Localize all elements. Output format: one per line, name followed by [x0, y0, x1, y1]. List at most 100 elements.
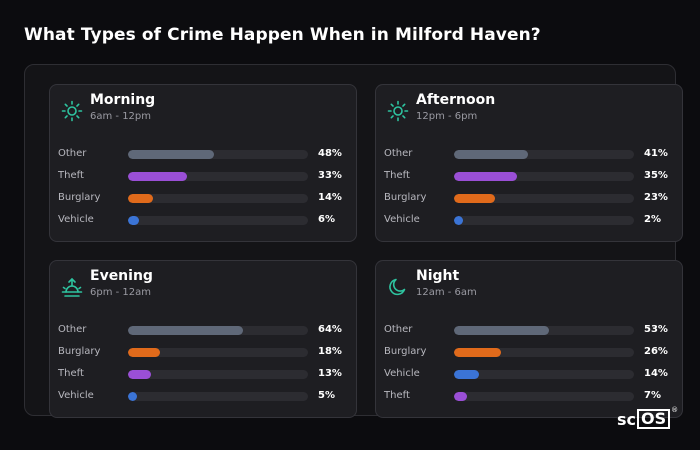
bar-fill [454, 216, 463, 225]
bar-label: Vehicle [384, 368, 420, 379]
bar-label: Vehicle [58, 390, 94, 401]
bar-track [454, 172, 634, 181]
bar-track [128, 348, 308, 357]
logo-text: sc [617, 409, 637, 429]
card-title: Afternoon [416, 92, 496, 108]
bar-label: Theft [58, 170, 84, 181]
bar-row: Theft 35% [384, 169, 674, 183]
bar-percent: 5% [318, 390, 335, 401]
bar-fill [128, 348, 161, 357]
bar-fill [128, 370, 152, 379]
bar-percent: 33% [318, 170, 342, 181]
bar-fill [454, 150, 528, 159]
bar-row: Burglary 26% [384, 345, 674, 359]
bar-row: Other 53% [384, 323, 674, 337]
bar-percent: 23% [644, 192, 668, 203]
bar-row: Burglary 14% [58, 191, 348, 205]
bar-track [128, 150, 308, 159]
bar-track [454, 150, 634, 159]
card-subtitle: 12am - 6am [416, 287, 477, 298]
bar-row: Vehicle 6% [58, 213, 348, 227]
bar-fill [128, 194, 154, 203]
bar-track [454, 392, 634, 401]
bar-track [128, 392, 308, 401]
bar-fill [454, 348, 501, 357]
bar-row: Vehicle 2% [384, 213, 674, 227]
bar-fill [454, 326, 550, 335]
bar-label: Other [384, 148, 413, 159]
bar-track [128, 326, 308, 335]
bar-row: Other 64% [58, 323, 348, 337]
bar-track [454, 370, 634, 379]
card-evening: Evening 6pm - 12am Other 64% Burglary 18… [49, 260, 357, 418]
logo-box-text: OS [637, 409, 671, 429]
sunset-icon [61, 277, 83, 297]
bar-row: Burglary 23% [384, 191, 674, 205]
card-title: Morning [90, 92, 156, 108]
bar-row: Vehicle 5% [58, 389, 348, 403]
bar-track [454, 348, 634, 357]
bar-track [454, 194, 634, 203]
bar-fill [128, 326, 244, 335]
bar-percent: 14% [318, 192, 342, 203]
bar-percent: 64% [318, 324, 342, 335]
bar-fill [454, 370, 480, 379]
bar-fill [128, 216, 139, 225]
bar-label: Vehicle [58, 214, 94, 225]
card-subtitle: 6pm - 12am [90, 287, 152, 298]
card-afternoon: Afternoon 12pm - 6pm Other 41% Theft 35%… [375, 84, 683, 242]
card-morning: Morning 6am - 12pm Other 48% Theft 33% B… [49, 84, 357, 242]
bar-row: Theft 7% [384, 389, 674, 403]
bar-fill [128, 392, 137, 401]
registered-mark: ® [671, 406, 679, 414]
bar-track [128, 216, 308, 225]
bar-percent: 48% [318, 148, 342, 159]
card-night: Night 12am - 6am Other 53% Burglary 26% … [375, 260, 683, 418]
bar-label: Theft [384, 390, 410, 401]
bar-label: Theft [58, 368, 84, 379]
bar-row: Other 41% [384, 147, 674, 161]
bar-row: Theft 13% [58, 367, 348, 381]
bar-row: Other 48% [58, 147, 348, 161]
bar-label: Burglary [384, 346, 427, 357]
bar-label: Burglary [384, 192, 427, 203]
sun-icon [61, 100, 83, 122]
bar-label: Burglary [58, 192, 101, 203]
bar-label: Other [58, 148, 87, 159]
bar-fill [454, 194, 496, 203]
bar-fill [454, 172, 517, 181]
bar-fill [454, 392, 467, 401]
bar-label: Burglary [58, 346, 101, 357]
bar-percent: 35% [644, 170, 668, 181]
bar-track [454, 216, 634, 225]
bar-row: Burglary 18% [58, 345, 348, 359]
bar-track [128, 370, 308, 379]
card-title: Night [416, 268, 460, 284]
card-subtitle: 12pm - 6pm [416, 111, 478, 122]
card-subtitle: 6am - 12pm [90, 111, 152, 122]
bar-percent: 18% [318, 346, 342, 357]
bar-label: Vehicle [384, 214, 420, 225]
bar-percent: 7% [644, 390, 661, 401]
sun-icon [387, 100, 409, 122]
bar-percent: 13% [318, 368, 342, 379]
bar-track [128, 194, 308, 203]
moon-icon [389, 278, 406, 296]
bar-fill [128, 150, 215, 159]
bar-percent: 53% [644, 324, 668, 335]
bar-label: Other [58, 324, 87, 335]
bar-percent: 41% [644, 148, 668, 159]
scos-logo: sc OS ® [617, 406, 678, 429]
card-title: Evening [90, 268, 153, 284]
bar-percent: 6% [318, 214, 335, 225]
page-title: What Types of Crime Happen When in Milfo… [24, 25, 541, 45]
bar-label: Theft [384, 170, 410, 181]
bar-track [128, 172, 308, 181]
bar-track [454, 326, 634, 335]
bar-row: Vehicle 14% [384, 367, 674, 381]
bar-fill [128, 172, 188, 181]
bar-percent: 14% [644, 368, 668, 379]
bar-label: Other [384, 324, 413, 335]
bar-row: Theft 33% [58, 169, 348, 183]
bar-percent: 2% [644, 214, 661, 225]
